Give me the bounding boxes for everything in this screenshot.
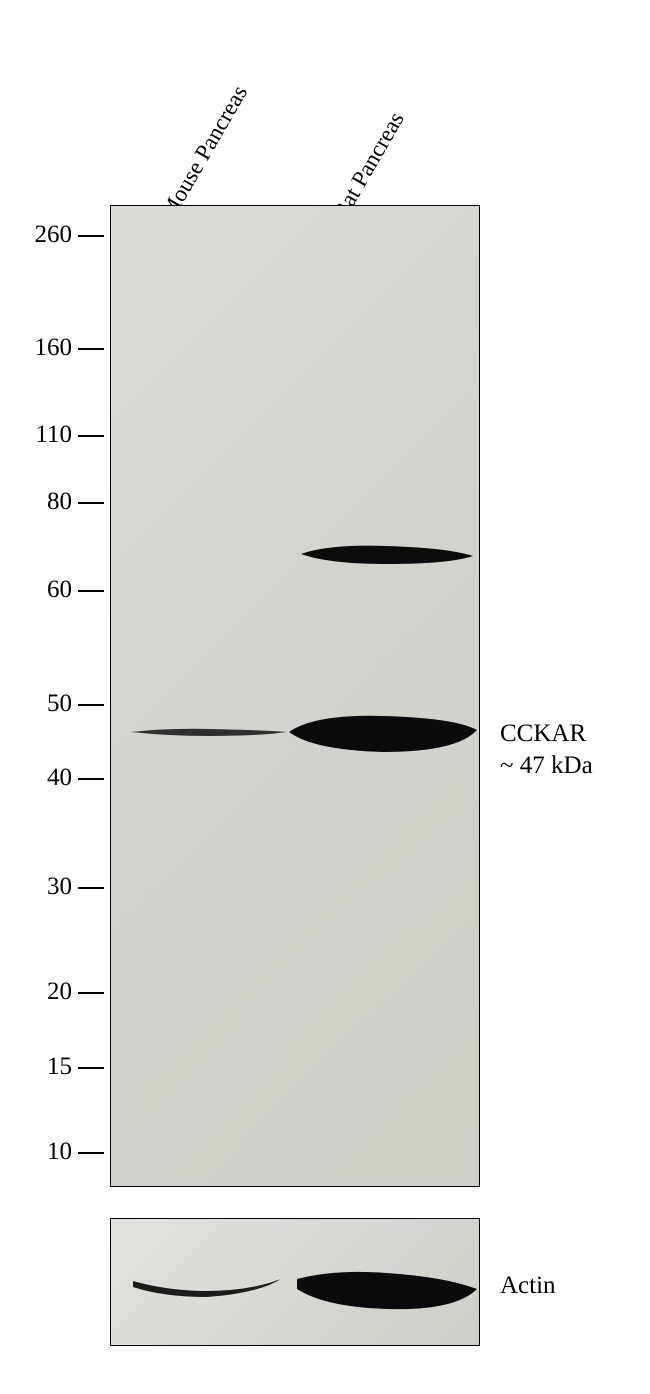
membrane-main	[110, 205, 480, 1187]
mw-20: 20	[14, 978, 72, 1006]
lane-label-mouse: Mouse Pancreas	[155, 81, 253, 224]
mw-80: 80	[14, 488, 72, 516]
mw-tick-50	[78, 704, 104, 706]
mw-tick-160	[78, 348, 104, 350]
mw-tick-260	[78, 235, 104, 237]
mw-260: 260	[14, 221, 72, 249]
mw-50: 50	[14, 690, 72, 718]
band-rat-47kda	[287, 712, 479, 754]
mw-40: 40	[14, 764, 72, 792]
mw-tick-15	[78, 1067, 104, 1069]
membrane-actin	[110, 1218, 480, 1346]
mw-tick-20	[78, 992, 104, 994]
band-rat-68kda	[299, 540, 475, 568]
annotation-actin: Actin	[500, 1272, 556, 1300]
band-actin-mouse	[129, 1271, 285, 1299]
band-mouse-47kda	[129, 726, 289, 738]
mw-tick-40	[78, 778, 104, 780]
band-actin-rat	[295, 1267, 479, 1313]
mw-tick-60	[78, 590, 104, 592]
mw-tick-80	[78, 502, 104, 504]
mw-60: 60	[14, 576, 72, 604]
mw-tick-30	[78, 887, 104, 889]
mw-tick-110	[78, 435, 104, 437]
mw-110: 110	[14, 421, 72, 449]
mw-160: 160	[14, 334, 72, 362]
mw-15: 15	[14, 1053, 72, 1081]
mw-tick-10	[78, 1152, 104, 1154]
mw-10: 10	[14, 1138, 72, 1166]
western-blot-figure: Mouse Pancreas Rat Pancreas 260 160 110 …	[0, 0, 650, 1394]
annotation-cckar-mw: ~ 47 kDa	[500, 752, 593, 780]
annotation-cckar: CCKAR	[500, 720, 586, 748]
mw-30: 30	[14, 873, 72, 901]
